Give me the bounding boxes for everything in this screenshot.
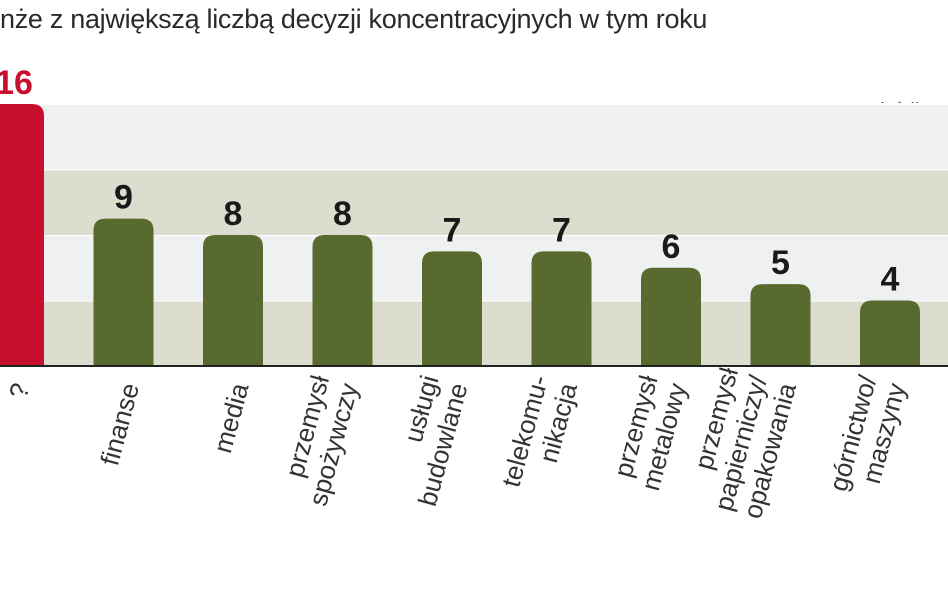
chart-title: nże z największą liczbą decyzji koncentr… (0, 4, 708, 34)
bar (422, 251, 482, 366)
grid-band (0, 104, 948, 170)
category-label: ? (3, 380, 36, 402)
data-label: 6 (662, 228, 681, 266)
bar (750, 284, 811, 366)
category-label-line: media (207, 379, 254, 456)
data-label: 8 (333, 195, 352, 233)
bars: 16 9 8 8 7 7 6 5 4 (0, 64, 920, 366)
data-label: 7 (443, 211, 462, 249)
bar (531, 251, 592, 366)
category-label: finanse (94, 380, 145, 469)
category-label-line: finanse (94, 380, 145, 469)
bar (203, 235, 263, 366)
category-label-line: ? (3, 380, 36, 402)
bar (93, 218, 154, 366)
category-label: telekomu-nikacja (496, 372, 584, 490)
data-label: 16 (0, 64, 33, 102)
data-label: 8 (224, 195, 243, 233)
grid-band (0, 169, 948, 235)
data-label: 7 (552, 211, 571, 249)
bar (0, 104, 44, 366)
category-label: górnictwo/maszyny (823, 371, 912, 494)
data-label: 9 (114, 179, 133, 217)
data-label: 4 (881, 261, 900, 299)
data-label: 5 (771, 244, 790, 282)
category-label: media (207, 379, 254, 456)
bar (641, 267, 701, 366)
bar (860, 300, 920, 366)
bar (312, 235, 373, 366)
